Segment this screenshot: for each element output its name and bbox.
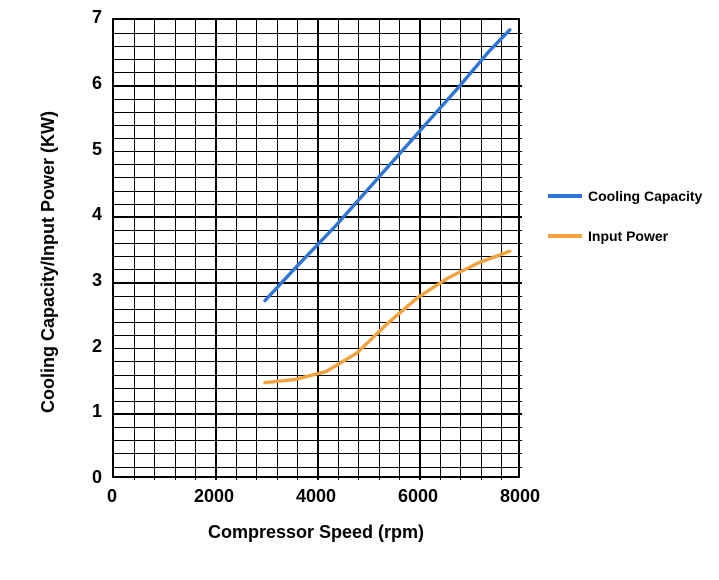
x-tick-label: 8000: [490, 486, 550, 507]
x-tick-label: 4000: [286, 486, 346, 507]
legend-label: Cooling Capacity: [588, 188, 702, 204]
y-tick-label: 4: [92, 204, 102, 225]
y-tick-label: 1: [92, 401, 102, 422]
series-line-1: [265, 251, 510, 382]
x-tick-label: 2000: [184, 486, 244, 507]
x-axis-title: Compressor Speed (rpm): [112, 522, 520, 543]
x-tick-label: 0: [82, 486, 142, 507]
legend-item-1: Input Power: [548, 228, 702, 244]
y-tick-label: 7: [92, 7, 102, 28]
y-axis-title: Cooling Capacity/Input Power (KW): [38, 111, 59, 413]
y-tick-label: 5: [92, 139, 102, 160]
legend-label: Input Power: [588, 228, 668, 244]
legend: Cooling Capacity Input Power: [548, 188, 702, 268]
y-tick-label: 6: [92, 73, 102, 94]
legend-swatch: [548, 194, 582, 198]
y-tick-label: 0: [92, 467, 102, 488]
legend-item-0: Cooling Capacity: [548, 188, 702, 204]
chart-stage: 0 2000 4000 6000 8000 0 1 2 3 4 5 6 7 Compressor Sp…: [0, 0, 719, 580]
legend-swatch: [548, 234, 582, 238]
x-tick-label: 6000: [388, 486, 448, 507]
y-tick-label: 2: [92, 336, 102, 357]
series-line-0: [265, 30, 510, 301]
y-tick-label: 3: [92, 270, 102, 291]
